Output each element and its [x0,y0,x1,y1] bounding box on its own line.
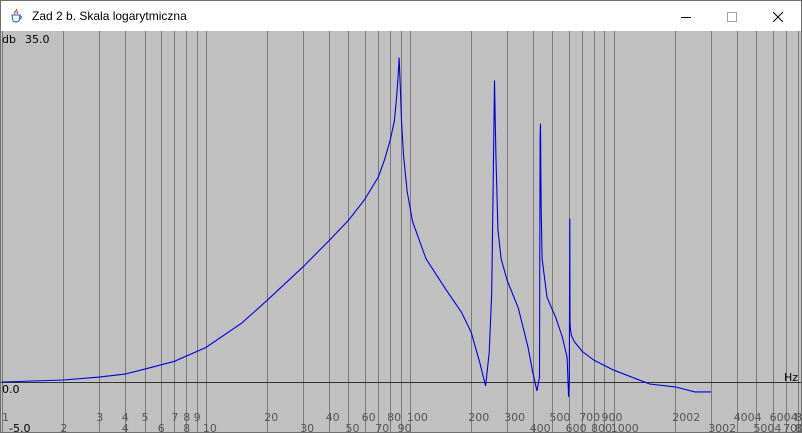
x-tick-label: 3002 [708,422,736,432]
x-tick-label: 50 [346,422,360,432]
x-tick-label: 700 [579,411,600,424]
x-tick-label: 4 [122,422,129,432]
x-tick-label: 70 [375,422,389,432]
y-min-label: -5.0 [9,422,30,432]
x-tick-label: 20 [264,411,278,424]
frequency-response-chart: 1 3 4 5 7 8 9 20 40 60 80 100 200 300 500 700 900 2002 400… [1,31,801,432]
x-tick-label: 7004 [783,422,801,432]
y-max-label: 35.0 [25,33,50,46]
x-tick-label: 60 [362,411,376,424]
close-button[interactable] [755,1,801,31]
x-tick-label: 5004 [753,422,781,432]
x-axis-label: Hz [784,371,798,384]
maximize-icon [727,7,737,26]
x-tick-label: 80 [387,411,401,424]
x-tick-label: 6 [158,422,165,432]
x-tick-label: 2 [60,422,67,432]
x-tick-label: 90 [398,422,412,432]
x-tick-label: 8 [183,411,190,424]
x-tick-label: 2002 [672,411,700,424]
series-line [1,57,712,397]
close-icon [772,7,784,26]
x-tick-label: 300 [504,411,525,424]
x-tick-label: 10 [203,422,217,432]
plot-area: 1 3 4 5 7 8 9 20 40 60 80 100 200 300 500 700 900 2002 400… [1,31,801,432]
title-bar[interactable]: Zad 2 b. Skala logarytmiczna [1,1,801,31]
x-tick-label: 200 [468,411,489,424]
x-tick-label: 500 [549,411,570,424]
y-axis-label: db [2,33,16,46]
x-tick-label: 8004 [795,411,801,424]
x-tick-label: 5 [142,411,149,424]
minimize-icon [681,7,691,26]
x-tick-label: 3 [96,411,103,424]
x-tick-label: 1 [2,411,9,424]
window-title: Zad 2 b. Skala logarytmiczna [32,9,187,23]
x-tick-label: 900 [602,411,623,424]
maximize-button[interactable] [709,1,755,31]
x-tick-label: 4 [122,411,129,424]
x-tick-label: 1000 [611,422,639,432]
x-tick-label: 40 [326,411,340,424]
x-tick-label: 8004 [795,422,801,432]
y-zero-label: 0.0 [2,383,20,396]
x-tick-label: 9 [194,411,201,424]
x-tick-label: 400 [530,422,551,432]
x-tick-label: 6004 [770,411,798,424]
x-tick-label: 7 [171,411,178,424]
minimize-button[interactable] [663,1,709,31]
x-tick-label: 8 [183,422,190,432]
x-tick-label: 100 [407,411,428,424]
x-tick-label: 600 [566,422,587,432]
x-tick-label: 30 [300,422,314,432]
x-tick-label: 800 [591,422,612,432]
java-cup-icon [9,8,25,24]
x-tick-label: 4004 [734,411,762,424]
